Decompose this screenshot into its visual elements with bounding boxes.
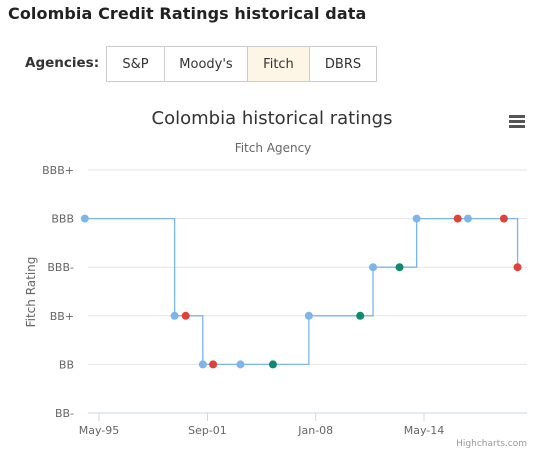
data-point-rating-change[interactable] — [170, 311, 179, 320]
chart-subtitle: Fitch Agency — [235, 141, 312, 155]
menu-icon[interactable] — [503, 108, 531, 134]
data-point-outlook-positive[interactable] — [356, 311, 365, 320]
tab-fitch[interactable]: Fitch — [247, 46, 310, 82]
data-point-rating-change[interactable] — [198, 360, 207, 369]
tab-sp[interactable]: S&P — [106, 46, 165, 82]
page-title: Colombia Credit Ratings historical data — [8, 4, 367, 23]
data-point-rating-change[interactable] — [463, 214, 472, 223]
data-point-outlook-positive[interactable] — [395, 263, 404, 272]
x-tick-label: May-95 — [79, 424, 120, 437]
tab-dbrs[interactable]: DBRS — [309, 46, 377, 82]
y-tick-label: BBB- — [47, 261, 74, 274]
y-tick-label: BB+ — [50, 310, 74, 323]
series-line — [84, 217, 519, 366]
x-tick-label: Jan-08 — [297, 424, 333, 437]
y-tick-label: BB- — [55, 407, 74, 420]
y-axis: BB- BB BB+ BBB- BBB BBB+ — [42, 164, 74, 420]
y-tick-label: BB — [59, 358, 74, 371]
data-point-outlook-negative[interactable] — [453, 214, 462, 223]
grid-lines — [88, 169, 527, 365]
x-tick-label: May-14 — [404, 424, 445, 437]
tab-moodys[interactable]: Moody's — [164, 46, 248, 82]
data-point-outlook-negative[interactable] — [513, 263, 522, 272]
agencies-label: Agencies: — [25, 55, 100, 71]
credits-link[interactable]: Highcharts.com — [456, 439, 527, 449]
data-point-outlook-negative[interactable] — [499, 214, 508, 223]
data-point-outlook-negative[interactable] — [181, 311, 190, 320]
data-point-rating-change[interactable] — [236, 360, 245, 369]
chart-title: Colombia historical ratings — [152, 108, 393, 129]
data-point-rating-change[interactable] — [412, 214, 421, 223]
agency-tabs: S&P Moody's Fitch DBRS — [106, 46, 377, 82]
y-tick-label: BBB — [51, 213, 74, 226]
y-tick-label: BBB+ — [42, 164, 74, 177]
data-point-rating-change[interactable] — [80, 214, 89, 223]
x-axis: May-95 Sep-01 Jan-08 May-14 — [79, 412, 527, 437]
data-point-rating-change[interactable] — [369, 263, 378, 272]
series — [80, 214, 522, 369]
x-tick-label: Sep-01 — [188, 424, 227, 437]
data-point-outlook-negative[interactable] — [209, 360, 218, 369]
y-axis-title: Fitch Rating — [24, 257, 38, 328]
data-point-outlook-positive[interactable] — [268, 360, 277, 369]
data-point-rating-change[interactable] — [304, 311, 313, 320]
